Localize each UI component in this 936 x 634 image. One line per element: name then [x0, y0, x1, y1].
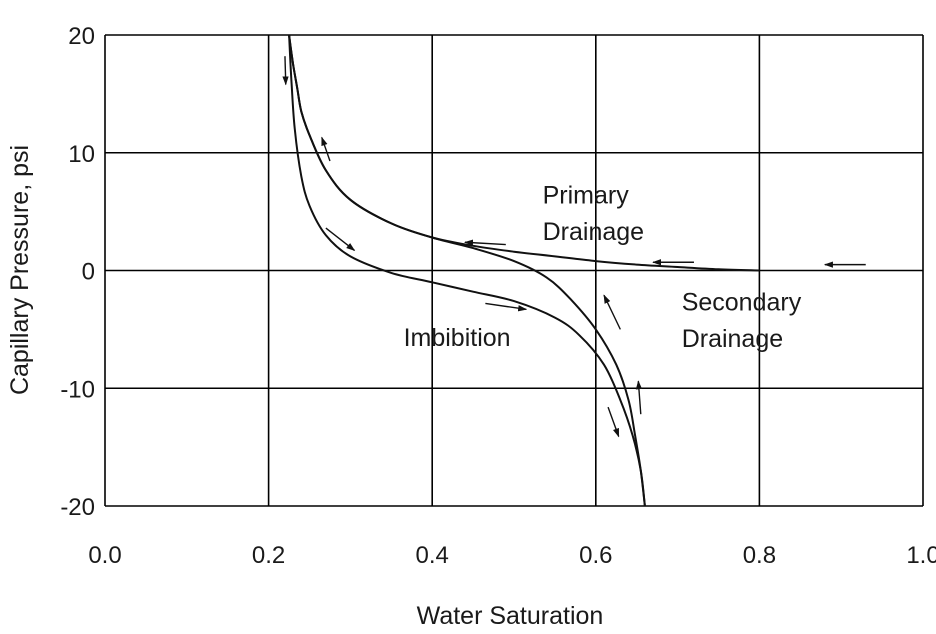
- annotation-label: Secondary: [682, 289, 802, 317]
- x-tick-label: 1.0: [906, 542, 936, 569]
- annotation-label: Drainage: [682, 325, 783, 353]
- annotations: Primary Drainage Imbibition Secondary Draina…: [404, 181, 802, 353]
- x-tick-label: 0.8: [743, 542, 776, 569]
- secondary-drainage-curve: [288, 34, 646, 507]
- direction-arrow: [282, 56, 289, 86]
- direction-arrows: [282, 56, 866, 438]
- annotation-label: Drainage: [543, 218, 644, 246]
- direction-arrow: [325, 227, 356, 252]
- x-axis-label: Water Saturation: [417, 602, 604, 630]
- direction-arrow: [321, 136, 331, 162]
- y-tick-label: -20: [60, 494, 95, 521]
- annotation-label: Primary: [543, 181, 630, 209]
- direction-arrow: [607, 406, 620, 438]
- x-tick-label: 0.4: [416, 542, 449, 569]
- x-tick-label: 0.6: [579, 542, 612, 569]
- direction-arrow: [603, 294, 621, 330]
- x-tick-label: 0.0: [88, 542, 121, 569]
- y-tick-label: 10: [68, 141, 95, 168]
- grid: [104, 34, 924, 507]
- annotation-label: Imbibition: [404, 324, 511, 352]
- x-tick-label: 0.2: [252, 542, 285, 569]
- direction-arrow: [485, 302, 528, 312]
- y-axis-label: Capillary Pressure, psi: [6, 145, 34, 395]
- curves: [288, 34, 760, 507]
- y-tick-label: 20: [68, 23, 95, 50]
- tick-labels: 0.0 0.2 0.4 0.6 0.8 1.0 20 10 0 -10 -20: [60, 23, 936, 569]
- direction-arrow: [464, 239, 506, 246]
- direction-arrow: [635, 380, 643, 415]
- y-tick-label: 0: [82, 259, 95, 286]
- imbibition-curve: [288, 34, 646, 507]
- y-tick-label: -10: [60, 376, 95, 403]
